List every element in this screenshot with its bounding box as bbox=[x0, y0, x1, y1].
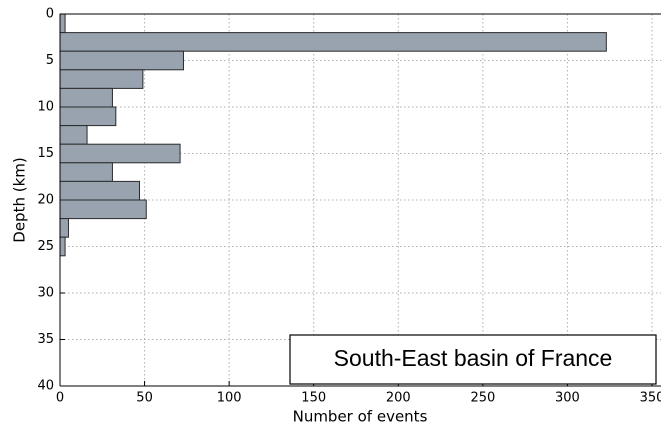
bar bbox=[59, 50, 184, 71]
y-tick-label: 15 bbox=[37, 146, 54, 161]
x-tick-label: 100 bbox=[217, 391, 242, 406]
bar bbox=[59, 32, 607, 52]
x-axis-label: Number of events bbox=[293, 408, 428, 426]
bar bbox=[59, 125, 88, 145]
bar bbox=[59, 106, 117, 127]
x-tick-label: 0 bbox=[56, 391, 64, 406]
y-tick-label: 5 bbox=[46, 53, 54, 68]
annotation-box bbox=[289, 334, 657, 385]
bar bbox=[59, 218, 69, 238]
y-tick-label: 40 bbox=[37, 379, 54, 394]
y-tick-label: 35 bbox=[37, 332, 54, 347]
x-tick-label: 300 bbox=[555, 391, 580, 406]
x-tick-label: 200 bbox=[386, 391, 411, 406]
x-tick-label: 350 bbox=[640, 391, 661, 406]
x-tick-label: 150 bbox=[301, 391, 326, 406]
x-tick-label: 250 bbox=[470, 391, 495, 406]
y-tick-label: 30 bbox=[37, 286, 54, 301]
annotation: South-East basin of France bbox=[334, 345, 613, 371]
y-tick-label: 10 bbox=[37, 100, 54, 115]
bar bbox=[59, 69, 144, 89]
bar bbox=[59, 13, 66, 34]
bar bbox=[59, 143, 181, 164]
y-tick-label: 0 bbox=[46, 7, 54, 22]
bar bbox=[59, 180, 140, 201]
bar bbox=[59, 162, 113, 182]
bar bbox=[59, 199, 147, 220]
y-tick-label: 25 bbox=[37, 239, 54, 254]
x-tick-label: 50 bbox=[136, 391, 153, 406]
bar bbox=[59, 236, 66, 257]
y-tick-label: 20 bbox=[37, 193, 54, 208]
y-axis-label: Depth (km) bbox=[11, 157, 29, 242]
bar bbox=[59, 87, 113, 108]
